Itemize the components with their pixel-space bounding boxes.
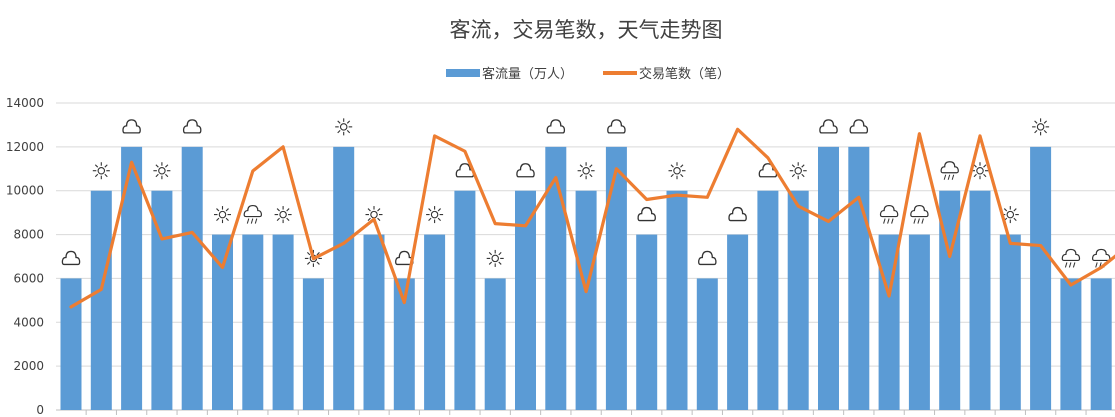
bar <box>90 190 112 410</box>
bar <box>363 234 385 410</box>
bar <box>818 146 839 410</box>
bar <box>727 234 749 410</box>
y-tick-label: 2000 <box>13 359 44 373</box>
sun-icon <box>211 202 234 227</box>
legend-label-transactions: 交易笔数（笔） <box>639 67 731 82</box>
cloud-icon <box>847 114 870 139</box>
bar <box>666 190 688 410</box>
bar <box>1090 278 1112 410</box>
bar <box>908 234 930 410</box>
y-tick-label: 4000 <box>13 315 44 329</box>
rain-icon <box>241 202 264 227</box>
y-tick-label: 12000 <box>6 140 44 154</box>
bar <box>515 190 536 410</box>
sun-icon <box>484 246 507 271</box>
sun-icon <box>787 158 810 183</box>
bar <box>333 146 355 410</box>
legend-label-passenger-flow: 客流量（万人） <box>482 67 574 82</box>
rain-icon <box>938 158 961 183</box>
bar <box>1030 146 1052 410</box>
bar <box>848 146 870 410</box>
bar <box>575 190 597 410</box>
rain-icon <box>1059 246 1082 271</box>
sun-icon <box>666 158 688 183</box>
chart-title: 客流，交易笔数，天气走势图 <box>449 18 723 42</box>
bar <box>272 234 294 410</box>
y-tick-label: 10000 <box>6 184 44 198</box>
bar <box>212 234 233 410</box>
bar <box>1060 278 1082 410</box>
bar <box>424 234 446 410</box>
bar <box>696 278 718 410</box>
sun-icon <box>969 158 991 183</box>
sun-icon <box>90 158 113 183</box>
cloud-icon <box>514 158 537 183</box>
cloud-icon <box>120 114 143 139</box>
legend: 客流量（万人） 交易笔数（笔） <box>446 63 760 82</box>
cloud-icon <box>726 202 749 227</box>
cloud-icon <box>696 246 719 271</box>
bar <box>454 190 476 410</box>
cloud-icon <box>60 246 82 271</box>
bar <box>787 190 809 410</box>
bar <box>302 278 324 410</box>
legend-swatch-line <box>603 70 638 75</box>
y-tick-label: 14000 <box>6 96 44 110</box>
bar <box>939 190 961 410</box>
bar <box>999 234 1021 410</box>
sun-icon <box>272 202 295 227</box>
cloud-icon <box>181 114 204 139</box>
bar <box>181 146 203 410</box>
cloud-icon <box>605 114 628 139</box>
bar <box>484 278 506 410</box>
rain-icon <box>908 202 931 227</box>
y-tick-label: 8000 <box>13 228 44 242</box>
bar <box>969 190 991 410</box>
cloud-icon <box>635 202 658 227</box>
legend-item-transactions: 交易笔数（笔） <box>603 63 730 82</box>
bar <box>121 146 143 410</box>
sun-icon <box>423 202 446 227</box>
cloud-icon <box>544 114 567 139</box>
sun-icon <box>150 158 173 183</box>
y-tick-label: 6000 <box>13 271 44 285</box>
bar <box>636 234 658 410</box>
bar <box>545 146 567 410</box>
sun-icon <box>575 158 598 183</box>
bar <box>605 146 627 410</box>
bar <box>151 190 173 410</box>
sun-icon <box>1029 114 1052 139</box>
cloud-icon <box>817 114 840 139</box>
series-line-transactions <box>69 127 1115 309</box>
legend-item-passenger-flow: 客流量（万人） <box>446 63 573 82</box>
rain-icon <box>878 202 901 227</box>
bar <box>757 190 779 410</box>
y-tick-label: 0 <box>36 403 44 417</box>
bar <box>60 278 82 410</box>
legend-swatch-bar <box>446 68 480 77</box>
bar <box>393 278 415 410</box>
bar <box>242 234 264 410</box>
sun-icon <box>332 114 355 139</box>
